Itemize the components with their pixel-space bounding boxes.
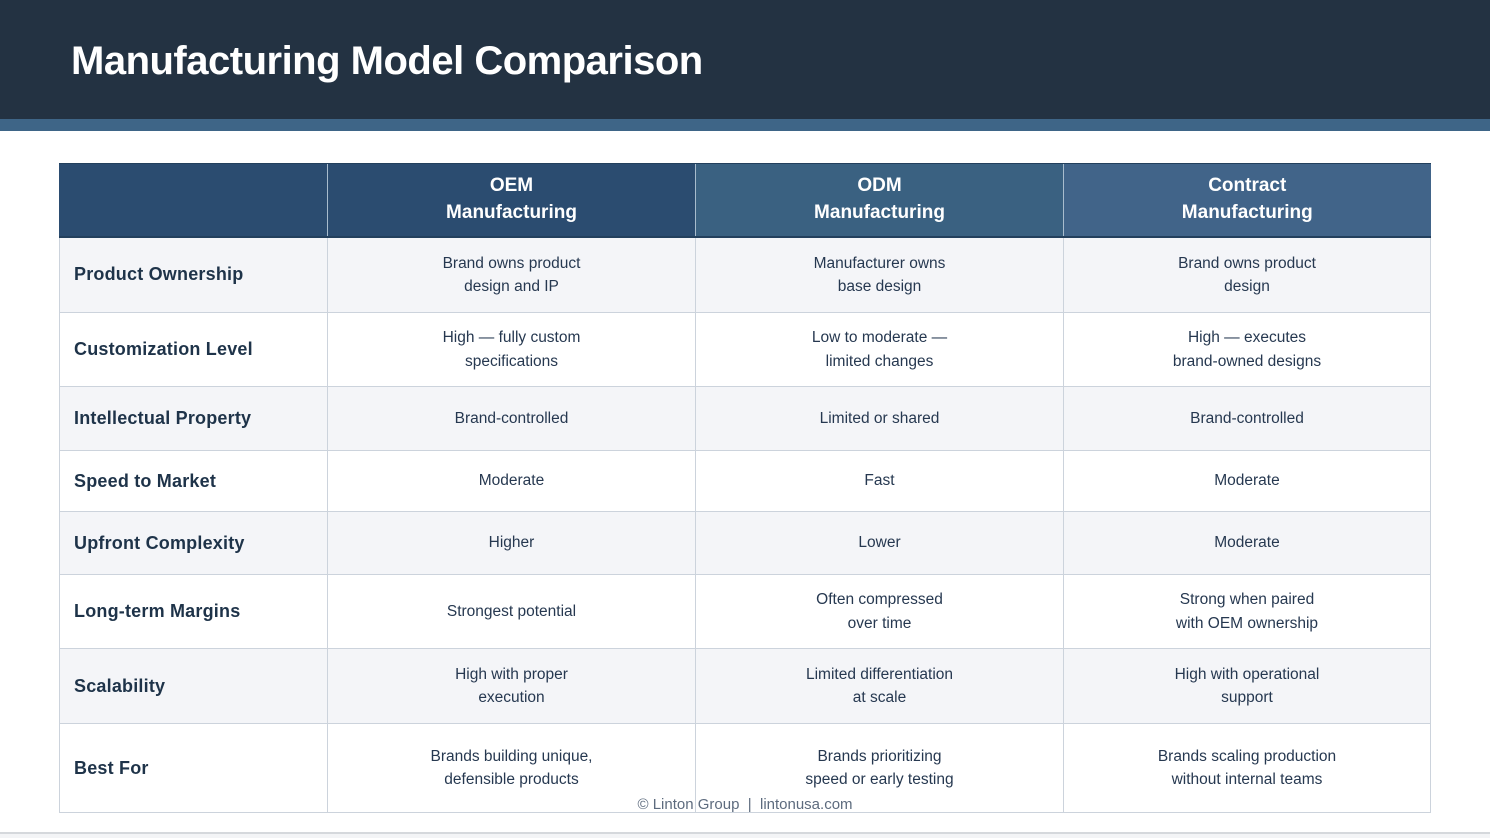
- cell-value: Often compressed over time: [695, 574, 1064, 649]
- row-label-upfront-complexity: Upfront Complexity: [59, 511, 328, 575]
- table-row: Scalability High with proper execution L…: [59, 648, 1431, 724]
- comparison-table: OEM Manufacturing ODM Manufacturing Cont…: [59, 163, 1431, 813]
- cell-value: Moderate: [1063, 450, 1431, 512]
- row-label-long-term-margins: Long-term Margins: [59, 574, 328, 649]
- row-label-product-ownership: Product Ownership: [59, 236, 328, 313]
- footer-credit: © Linton Group | lintonusa.com: [637, 796, 853, 813]
- cell-value: Higher: [327, 511, 696, 575]
- title-bar: Manufacturing Model Comparison: [0, 0, 1490, 119]
- table-row: Long-term Margins Strongest potential Of…: [59, 574, 1431, 649]
- comparison-table-container: OEM Manufacturing ODM Manufacturing Cont…: [59, 163, 1431, 813]
- cell-value: Brand-controlled: [327, 386, 696, 451]
- cell-value: Strongest potential: [327, 574, 696, 649]
- table-row: Best For Brands building unique, defensi…: [59, 723, 1431, 813]
- cell-value: Brand-controlled: [1063, 386, 1431, 451]
- cell-value: Brand owns product design and IP: [327, 236, 696, 313]
- row-label-customization-level: Customization Level: [59, 312, 328, 387]
- cell-value: Brands scaling production without intern…: [1063, 723, 1431, 813]
- cell-value: Moderate: [1063, 511, 1431, 575]
- table-row: Customization Level High — fully custom …: [59, 312, 1431, 387]
- cell-value: Limited differentiation at scale: [695, 648, 1064, 724]
- header-corner-cell: [59, 163, 328, 238]
- row-label-best-for: Best For: [59, 723, 328, 813]
- cell-value: Limited or shared: [695, 386, 1064, 451]
- table-row: Intellectual Property Brand-controlled L…: [59, 386, 1431, 451]
- cell-value: Manufacturer owns base design: [695, 236, 1064, 313]
- row-label-intellectual-property: Intellectual Property: [59, 386, 328, 451]
- cell-value: High with operational support: [1063, 648, 1431, 724]
- cell-value: Brands prioritizing speed or early testi…: [695, 723, 1064, 813]
- column-header-oem: OEM Manufacturing: [327, 163, 696, 238]
- cell-value: Strong when paired with OEM ownership: [1063, 574, 1431, 649]
- cell-value: High with proper execution: [327, 648, 696, 724]
- cell-value: High — executes brand-owned designs: [1063, 312, 1431, 387]
- column-header-odm: ODM Manufacturing: [695, 163, 1064, 238]
- bottom-strip: [0, 832, 1490, 838]
- table-row: Product Ownership Brand owns product des…: [59, 236, 1431, 313]
- page-title: Manufacturing Model Comparison: [71, 39, 703, 83]
- header-row: OEM Manufacturing ODM Manufacturing Cont…: [59, 163, 1431, 238]
- cell-value: Brand owns product design: [1063, 236, 1431, 313]
- table-row: Upfront Complexity Higher Lower Moderate: [59, 511, 1431, 575]
- row-label-scalability: Scalability: [59, 648, 328, 724]
- cell-value: Fast: [695, 450, 1064, 512]
- accent-strip: [0, 119, 1490, 131]
- column-header-contract: Contract Manufacturing: [1063, 163, 1431, 238]
- cell-value: Moderate: [327, 450, 696, 512]
- cell-value: Low to moderate — limited changes: [695, 312, 1064, 387]
- row-label-speed-to-market: Speed to Market: [59, 450, 328, 512]
- table-row: Speed to Market Moderate Fast Moderate: [59, 450, 1431, 512]
- cell-value: Lower: [695, 511, 1064, 575]
- cell-value: High — fully custom specifications: [327, 312, 696, 387]
